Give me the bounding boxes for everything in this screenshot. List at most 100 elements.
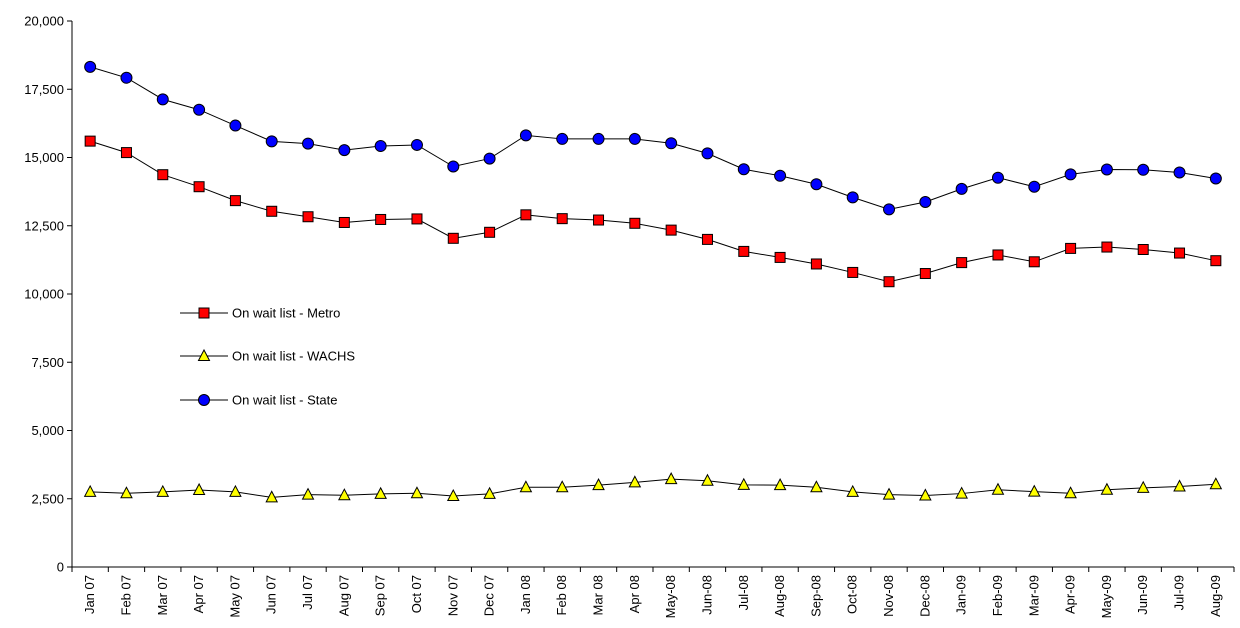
data-point xyxy=(120,486,133,499)
data-point xyxy=(266,205,278,217)
data-point xyxy=(628,132,641,145)
x-tick-label: Jul-08 xyxy=(736,575,751,610)
x-tick-label: Oct 07 xyxy=(409,575,424,613)
x-tick-label: Feb-09 xyxy=(990,575,1005,616)
series-line xyxy=(90,140,1216,283)
data-point xyxy=(556,132,569,145)
data-point xyxy=(1209,172,1222,185)
data-point xyxy=(919,488,932,501)
x-tick-label: Mar 07 xyxy=(155,575,170,615)
data-point xyxy=(265,135,278,148)
data-point xyxy=(1100,163,1113,176)
y-tick-label: 5,000 xyxy=(31,423,64,438)
legend-marker xyxy=(197,348,211,361)
data-point xyxy=(338,144,351,157)
data-point xyxy=(956,257,968,269)
x-tick-label: Jun-08 xyxy=(699,575,714,615)
x-tick-label: Feb 07 xyxy=(118,575,133,615)
data-point xyxy=(483,152,496,165)
x-tick-label: May-09 xyxy=(1099,575,1114,618)
y-axis-ticks: 0 2,500 5,000 7,500 10,000 12,500 15,000 17,500… xyxy=(24,14,72,575)
data-point xyxy=(447,160,460,173)
data-point xyxy=(773,478,787,491)
data-point xyxy=(774,251,786,263)
data-point xyxy=(338,216,350,228)
data-point xyxy=(992,249,1004,261)
x-tick-label: Aug-09 xyxy=(1208,575,1223,617)
data-point xyxy=(301,487,315,500)
data-point xyxy=(157,169,169,181)
data-point xyxy=(156,484,170,497)
data-point xyxy=(520,209,532,221)
data-point xyxy=(302,137,315,150)
x-tick-label: Jan 07 xyxy=(82,575,97,614)
data-point xyxy=(664,472,678,485)
x-tick-label: Jan 08 xyxy=(518,575,533,614)
data-point xyxy=(1100,482,1114,495)
data-point xyxy=(338,488,351,501)
x-tick-label: May 07 xyxy=(227,575,242,618)
data-point xyxy=(83,484,97,497)
data-point xyxy=(84,135,96,147)
data-point xyxy=(810,480,823,493)
x-tick-label: Mar 08 xyxy=(591,575,606,615)
data-point xyxy=(519,129,532,142)
data-point xyxy=(446,488,460,502)
x-tick-label: Sep 07 xyxy=(373,575,388,616)
legend: On wait list - Metro On wait list - WACHS… xyxy=(180,306,355,408)
data-point xyxy=(883,276,895,288)
data-point xyxy=(229,119,242,132)
data-point xyxy=(1028,256,1040,268)
data-point xyxy=(302,211,314,223)
x-tick-label: Apr 07 xyxy=(191,575,206,613)
legend-label: On wait list - Metro xyxy=(232,306,340,321)
x-tick-label: Jul 07 xyxy=(300,575,315,610)
data-point xyxy=(519,480,533,493)
data-point xyxy=(1210,255,1222,267)
x-axis-ticks: Jan 07 Feb 07 Mar 07 Apr 07 May 07 Jun 07 Jul … xyxy=(71,567,1235,618)
data-point xyxy=(665,224,677,236)
data-point xyxy=(375,213,387,225)
data-point xyxy=(1065,242,1077,254)
y-tick-label: 10,000 xyxy=(24,287,64,302)
data-point xyxy=(1173,166,1186,179)
data-point xyxy=(410,486,424,499)
legend-item: On wait list - State xyxy=(180,393,337,408)
data-point xyxy=(447,232,459,244)
data-point xyxy=(810,178,823,191)
series-circle xyxy=(84,60,1222,216)
x-tick-label: Dec 07 xyxy=(482,575,497,616)
data-point xyxy=(1027,484,1041,497)
x-tick-label: Apr-09 xyxy=(1063,575,1078,614)
legend-label: On wait list - State xyxy=(232,393,337,408)
data-point xyxy=(991,171,1004,184)
data-point xyxy=(374,486,387,499)
data-point xyxy=(592,478,605,491)
data-point xyxy=(665,137,678,150)
series-line xyxy=(90,66,1216,210)
data-point xyxy=(1174,247,1186,259)
data-point xyxy=(192,482,206,496)
data-point xyxy=(555,480,569,493)
data-point xyxy=(882,487,896,500)
x-tick-label: Apr 08 xyxy=(627,575,642,613)
legend-item: On wait list - WACHS xyxy=(180,349,355,364)
y-tick-label: 12,500 xyxy=(24,218,64,233)
data-point xyxy=(229,484,242,497)
x-tick-label: Mar-09 xyxy=(1026,575,1041,616)
series-square xyxy=(84,135,1222,288)
data-point xyxy=(593,214,605,226)
data-point xyxy=(737,163,750,176)
data-point xyxy=(701,473,714,486)
data-point xyxy=(1137,244,1149,256)
data-point xyxy=(846,484,860,497)
y-tick-label: 7,500 xyxy=(31,355,64,370)
y-tick-label: 2,500 xyxy=(31,491,64,506)
data-point xyxy=(484,226,496,238)
data-point xyxy=(737,477,751,490)
x-tick-label: Feb 08 xyxy=(554,575,569,615)
legend-marker xyxy=(198,307,210,319)
data-point xyxy=(410,138,423,151)
y-tick-label: 17,500 xyxy=(24,82,64,97)
